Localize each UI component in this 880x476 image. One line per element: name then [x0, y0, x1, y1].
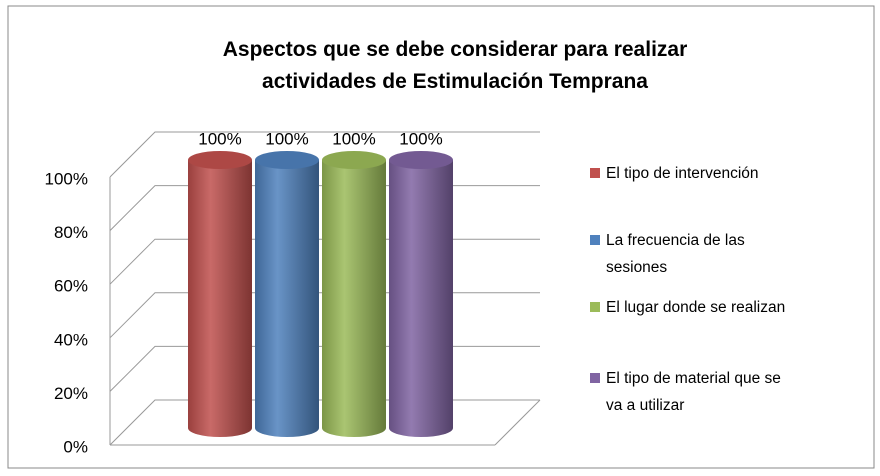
legend-label: El lugar donde se realizan	[606, 299, 786, 316]
grid-line	[109, 131, 540, 178]
legend-swatch	[590, 168, 600, 178]
floor-edge	[494, 399, 541, 446]
bar-top	[389, 151, 453, 169]
value-label: 100%	[399, 129, 442, 148]
legend-swatch	[590, 235, 600, 245]
legend-item: El tipo de intervención	[590, 160, 800, 187]
bar-top	[322, 151, 386, 169]
bar	[255, 160, 319, 437]
bar	[322, 160, 386, 437]
legend-item: El lugar donde se realizan	[590, 294, 800, 321]
chart-title: Aspectos que se debe considerar para rea…	[223, 38, 688, 93]
y-tick-label: 60%	[54, 277, 88, 296]
y-tick-label: 80%	[54, 223, 88, 242]
legend-label: El tipo de intervención	[606, 165, 759, 182]
y-tick-label: 100%	[45, 169, 88, 188]
legend-swatch	[590, 302, 600, 312]
legend-swatch	[590, 373, 600, 383]
y-tick-label: 0%	[63, 437, 88, 456]
y-tick-label: 20%	[54, 384, 88, 403]
bar	[389, 160, 453, 437]
y-tick-label: 40%	[54, 330, 88, 349]
value-label: 100%	[198, 129, 241, 148]
bar	[188, 160, 252, 437]
legend-item: El tipo de material que se va a utilizar	[590, 365, 800, 419]
legend-label: La frecuencia de las sesiones	[606, 232, 745, 276]
bar-top	[188, 151, 252, 169]
value-label: 100%	[265, 129, 308, 148]
legend-label: El tipo de material que se va a utilizar	[606, 370, 781, 414]
bar-top	[255, 151, 319, 169]
value-label: 100%	[332, 129, 375, 148]
legend-item: La frecuencia de las sesiones	[590, 227, 800, 281]
